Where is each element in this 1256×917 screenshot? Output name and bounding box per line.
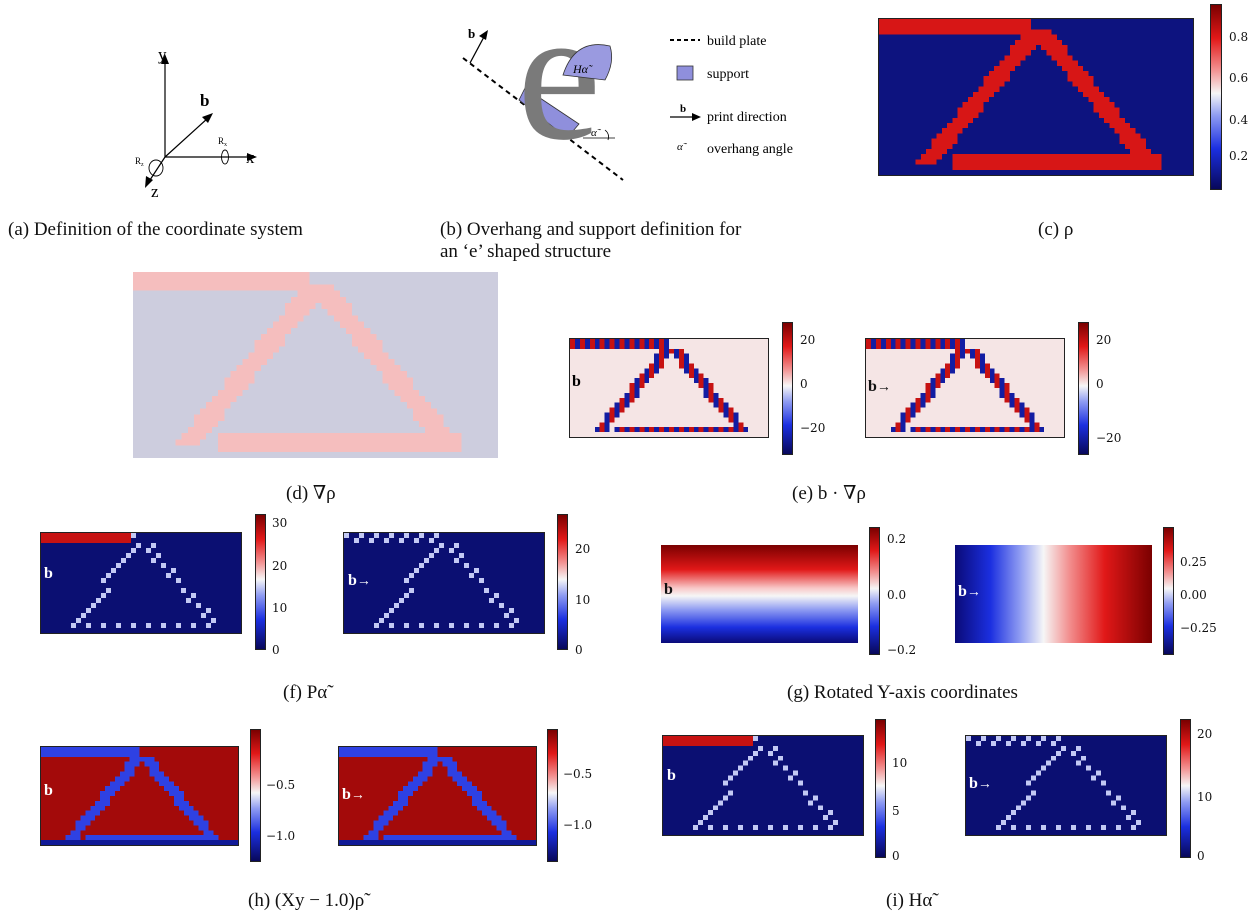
rz-label: R [135,156,141,166]
heatmap-f-left [40,532,242,634]
tick: 5 [892,804,900,818]
tick: 0.6 [1229,71,1249,85]
tick: −20 [800,421,826,435]
caption-e: (e) b · ∇ρ [792,483,866,504]
heatmap-h-left [40,746,239,846]
legend-support: support [707,67,749,82]
b-vector-label: b [200,91,209,110]
tick: −0.25 [1180,621,1217,635]
tick: −1.0 [563,818,593,832]
heatmap-i-left [662,735,864,836]
svg-text:b: b [680,103,686,115]
tick: 0 [272,643,280,657]
direction-label-h-left: b [44,782,53,799]
colorbar-f-right [557,514,568,650]
tick: 20 [1096,333,1112,347]
tick: 20 [272,559,288,573]
tick: −0.5 [563,767,593,781]
rx-sub: x [224,142,227,148]
arrow-h-right: b→ [342,786,365,803]
heatmap-grad-rho [133,272,498,458]
tick: 10 [892,756,908,770]
x-axis-label: x [246,148,255,167]
tick: 0.4 [1229,113,1249,127]
colorbar-f-left [255,514,266,650]
arrow-g-right: b→ [958,583,981,600]
tick: 20 [575,542,591,556]
heatmap-h-right [338,746,537,846]
tick: 10 [1197,790,1213,804]
caption-i: (i) Hα̃ [886,890,933,911]
caption-h: (h) (Xy − 1.0)ρ̃ [248,890,365,911]
b-label: b [468,26,475,41]
tick: 20 [1197,727,1213,741]
tick: 0 [892,849,900,863]
direction-label-i-left: b [667,767,676,784]
direction-label-e-left: b [572,373,581,390]
tick: 10 [272,601,288,615]
tick: 0.0 [887,588,907,602]
colorbar-e-right [1078,322,1089,455]
direction-label-g-left: b [664,581,673,598]
colorbar-i-right [1180,719,1191,858]
caption-f: (f) Pα̃ [283,682,328,703]
tick: 0 [1197,849,1205,863]
alpha-label: α̃ [591,127,602,139]
arrow-i-right: b→ [969,775,992,792]
heatmap-i-right [965,735,1167,836]
arrow-e-right: b→ [868,378,891,395]
svg-text:Rz: Rz [135,156,144,168]
tick: 0.25 [1180,555,1207,569]
tick: 10 [575,593,591,607]
colorbar-g-right [1163,527,1174,655]
e-shape: e [517,20,601,180]
caption-a: (a) Definition of the coordinate system [8,219,303,240]
tick: 0.00 [1180,588,1207,602]
tick: 0 [1096,377,1104,391]
gradient-g-left [661,545,858,643]
caption-b-line2: an ‘e’ shaped structure [440,241,612,262]
caption-c: (c) ρ [1038,219,1074,240]
legend-print-direction: print direction [707,110,787,125]
colorbar-i-left [875,719,886,858]
legend-build-plate: build plate [707,34,767,49]
rz-sub: z [141,162,144,168]
colorbar-h-right [547,729,558,862]
colorbar-rho [1210,4,1222,190]
overhang-label: Hα̃ [572,62,593,76]
overhang-diagram: b e Hα̃ α̃ build plate support b print d… [462,20,793,181]
tick: 20 [800,333,816,347]
colorbar-h-left [250,729,261,862]
legend-overhang-angle: overhang angle [707,142,793,157]
svg-text:Rx: Rx [218,136,227,148]
tick: −1.0 [266,829,296,843]
tick: 0.2 [887,532,907,546]
y-axis-label: y [158,45,167,64]
tick: −0.2 [887,643,917,657]
tick: −0.5 [266,778,296,792]
coordinate-system-diagram: y x z b Rx Rz [135,45,257,200]
heatmap-rho [878,18,1194,176]
z-axis-label: z [151,182,159,200]
heatmap-e-right [865,338,1065,438]
heatmap-f-right [343,532,545,634]
caption-d: (d) ∇ρ [286,483,336,504]
caption-b-line1: (b) Overhang and support definition for [440,219,742,240]
arrow-f-right: b→ [348,572,371,589]
gradient-g-right [955,545,1152,643]
heatmap-e-left [569,338,769,438]
colorbar-g-left [869,527,880,655]
tick: 30 [272,516,288,530]
svg-text:α̃: α̃ [677,141,688,153]
tick: 0.2 [1229,149,1249,163]
rx-label: R [218,136,224,146]
caption-g: (g) Rotated Y-axis coordinates [787,682,1018,703]
direction-label-f-left: b [44,565,53,582]
tick: 0 [800,377,808,391]
tick: 0 [575,643,583,657]
tick: −20 [1096,431,1122,445]
colorbar-e-left [782,322,793,455]
tick: 0.8 [1229,30,1249,44]
